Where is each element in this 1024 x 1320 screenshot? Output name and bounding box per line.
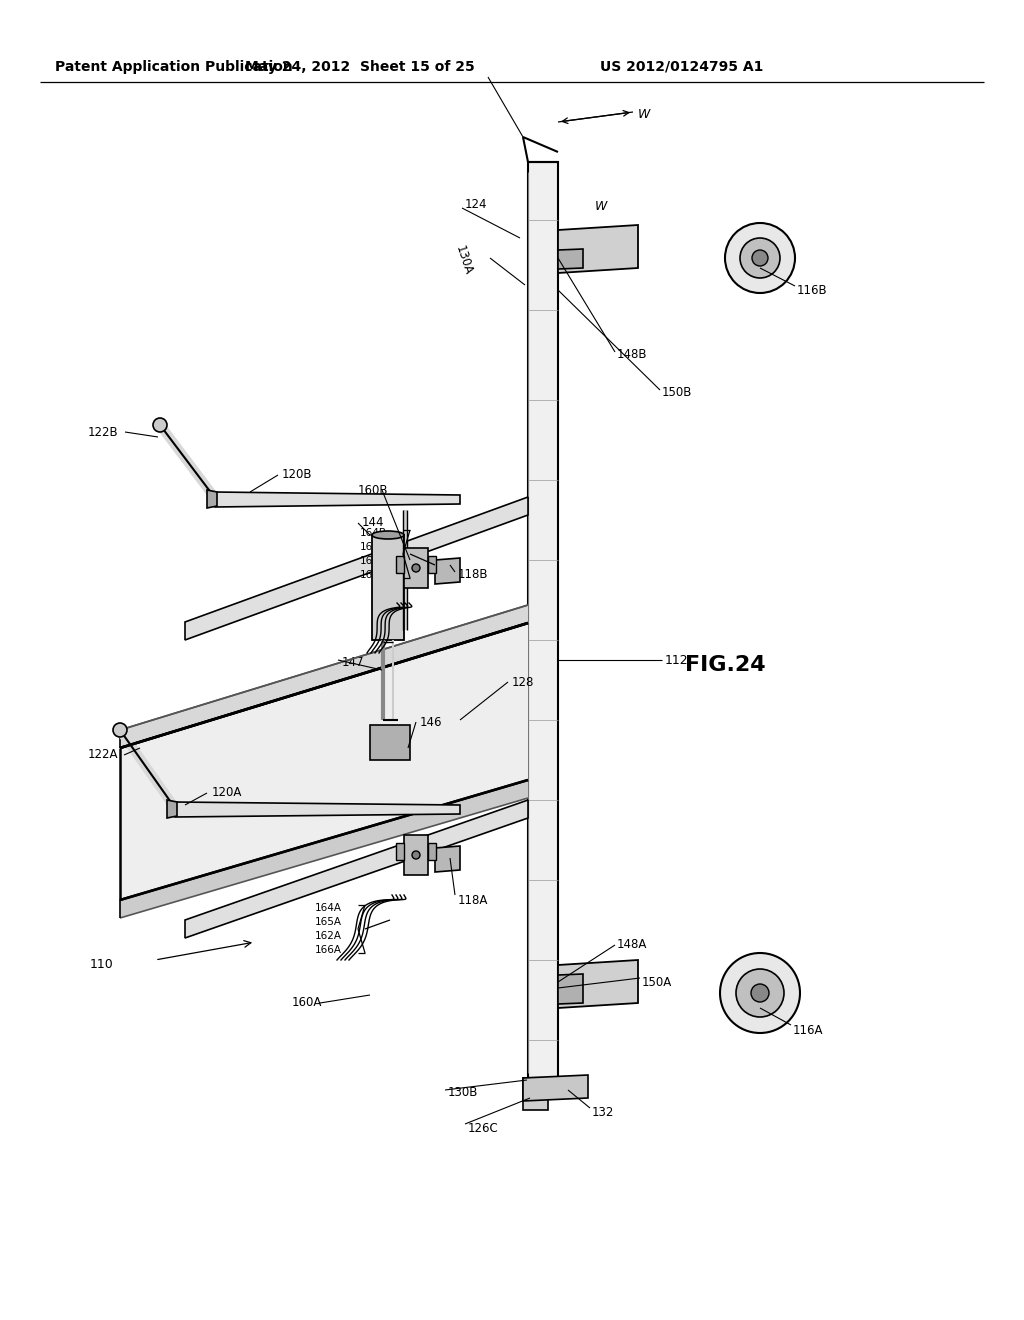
Polygon shape (558, 224, 638, 273)
Text: 162A: 162A (315, 931, 342, 941)
Polygon shape (120, 623, 528, 900)
Text: FIG.24: FIG.24 (685, 655, 766, 675)
Text: 148B: 148B (617, 348, 647, 362)
Text: W: W (595, 201, 607, 214)
Circle shape (153, 418, 167, 432)
Text: 120A: 120A (212, 787, 243, 800)
Polygon shape (428, 843, 436, 861)
Polygon shape (435, 558, 460, 583)
Text: 144: 144 (362, 516, 384, 529)
Text: 122A: 122A (88, 748, 119, 762)
Text: 148A: 148A (617, 939, 647, 952)
Text: 128: 128 (512, 676, 535, 689)
Polygon shape (207, 490, 217, 508)
Text: 130A: 130A (453, 244, 475, 276)
Text: 116A: 116A (793, 1023, 823, 1036)
Polygon shape (120, 605, 528, 748)
Circle shape (720, 953, 800, 1034)
Text: May 24, 2012  Sheet 15 of 25: May 24, 2012 Sheet 15 of 25 (245, 59, 475, 74)
Text: 160A: 160A (292, 997, 323, 1010)
Polygon shape (185, 498, 528, 640)
Text: US 2012/0124795 A1: US 2012/0124795 A1 (600, 59, 763, 74)
Polygon shape (396, 843, 404, 861)
Text: 166B: 166B (360, 570, 387, 579)
Text: 165B: 165B (360, 543, 387, 552)
Polygon shape (185, 800, 528, 939)
Polygon shape (167, 800, 177, 818)
Text: 160B: 160B (358, 483, 388, 496)
Text: 110: 110 (90, 958, 114, 972)
Text: 164A: 164A (315, 903, 342, 913)
Polygon shape (528, 162, 558, 1078)
Circle shape (725, 223, 795, 293)
Polygon shape (120, 780, 528, 917)
Text: 166A: 166A (315, 945, 342, 954)
Polygon shape (558, 974, 583, 1005)
Polygon shape (558, 249, 583, 269)
Text: 120B: 120B (282, 469, 312, 482)
Polygon shape (370, 725, 410, 760)
Text: 130B: 130B (449, 1086, 478, 1100)
Text: 162B: 162B (360, 556, 387, 566)
Circle shape (736, 969, 784, 1016)
Text: Patent Application Publication: Patent Application Publication (55, 59, 293, 74)
Text: 122B: 122B (88, 426, 119, 440)
Text: 165A: 165A (315, 917, 342, 927)
Text: 116B: 116B (797, 284, 827, 297)
Text: 150B: 150B (662, 387, 692, 400)
Polygon shape (215, 492, 460, 507)
Text: 126C: 126C (468, 1122, 499, 1134)
Polygon shape (175, 803, 460, 817)
Text: 164B: 164B (360, 528, 387, 539)
Polygon shape (396, 556, 404, 573)
Circle shape (752, 249, 768, 267)
Polygon shape (428, 556, 436, 573)
Text: 150A: 150A (642, 975, 672, 989)
Text: 112: 112 (665, 653, 688, 667)
Circle shape (740, 238, 780, 279)
Polygon shape (404, 836, 428, 875)
Polygon shape (523, 1074, 588, 1101)
Text: 118B: 118B (458, 569, 488, 582)
Circle shape (751, 983, 769, 1002)
Ellipse shape (372, 531, 404, 539)
Polygon shape (558, 960, 638, 1008)
Polygon shape (372, 535, 404, 640)
Polygon shape (435, 846, 460, 873)
Circle shape (113, 723, 127, 737)
Text: W: W (638, 108, 650, 121)
Polygon shape (523, 1078, 548, 1110)
Circle shape (412, 564, 420, 572)
Text: 118A: 118A (458, 894, 488, 907)
Text: 124: 124 (465, 198, 487, 211)
Circle shape (412, 851, 420, 859)
Text: 147: 147 (342, 656, 365, 669)
Text: 146: 146 (420, 715, 442, 729)
Text: 132: 132 (592, 1106, 614, 1118)
Polygon shape (404, 548, 428, 587)
